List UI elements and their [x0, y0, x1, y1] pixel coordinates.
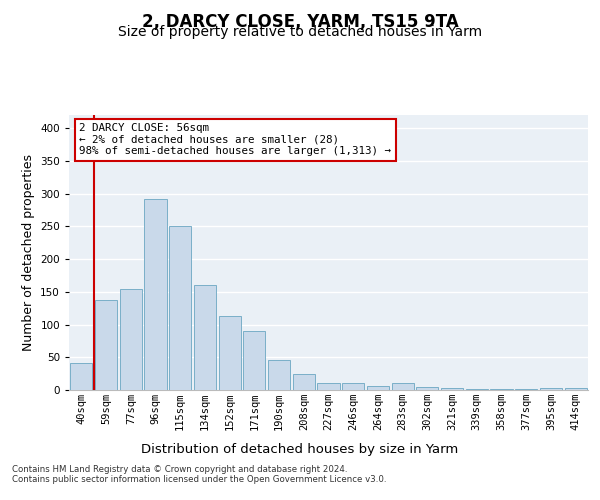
Bar	[441, 388, 463, 390]
Bar	[490, 388, 512, 390]
Bar	[416, 388, 439, 390]
Bar	[243, 331, 265, 390]
Bar	[218, 316, 241, 390]
Bar	[565, 388, 587, 390]
Bar	[342, 383, 364, 390]
Bar	[145, 199, 167, 390]
Y-axis label: Number of detached properties: Number of detached properties	[22, 154, 35, 351]
Bar	[540, 388, 562, 390]
Bar	[293, 374, 315, 390]
Text: Distribution of detached houses by size in Yarm: Distribution of detached houses by size …	[142, 442, 458, 456]
Bar	[317, 384, 340, 390]
Bar	[119, 288, 142, 390]
Bar	[466, 388, 488, 390]
Text: Contains HM Land Registry data © Crown copyright and database right 2024.
Contai: Contains HM Land Registry data © Crown c…	[12, 465, 386, 484]
Text: Size of property relative to detached houses in Yarm: Size of property relative to detached ho…	[118, 25, 482, 39]
Bar	[268, 360, 290, 390]
Bar	[95, 300, 117, 390]
Bar	[367, 386, 389, 390]
Bar	[70, 362, 92, 390]
Bar	[194, 285, 216, 390]
Bar	[392, 384, 414, 390]
Text: 2, DARCY CLOSE, YARM, TS15 9TA: 2, DARCY CLOSE, YARM, TS15 9TA	[142, 12, 458, 30]
Text: 2 DARCY CLOSE: 56sqm
← 2% of detached houses are smaller (28)
98% of semi-detach: 2 DARCY CLOSE: 56sqm ← 2% of detached ho…	[79, 123, 391, 156]
Bar	[169, 226, 191, 390]
